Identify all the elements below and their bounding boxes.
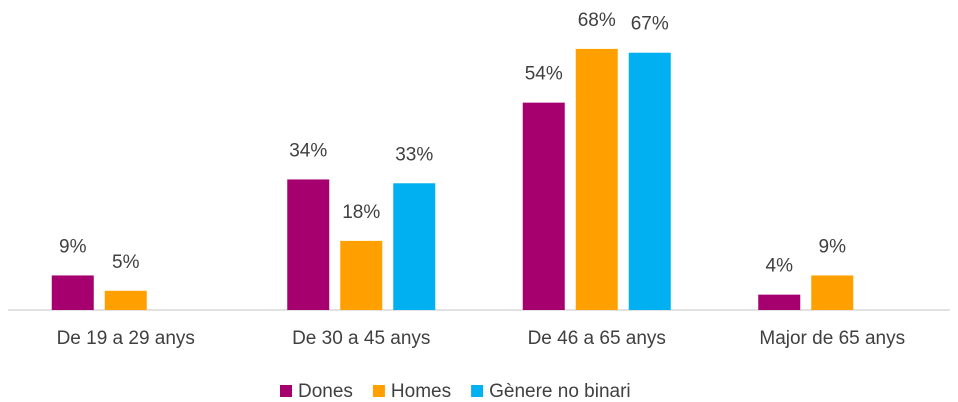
- bar: [51, 275, 94, 310]
- bar: [393, 183, 436, 310]
- legend-label: Dones: [298, 381, 353, 402]
- bar: [811, 275, 854, 310]
- value-label: 5%: [112, 252, 140, 273]
- bar: [575, 48, 618, 310]
- x-tick-label: De 19 a 29 anys: [57, 328, 195, 349]
- value-label: 33%: [395, 144, 433, 165]
- legend-swatch: [471, 385, 484, 397]
- value-label: 4%: [766, 256, 794, 277]
- value-label: 9%: [59, 236, 87, 257]
- bar: [758, 294, 801, 310]
- bar: [104, 290, 147, 310]
- value-label: 34%: [289, 140, 327, 161]
- x-tick-label: De 30 a 45 anys: [292, 328, 430, 349]
- value-label: 67%: [631, 14, 669, 35]
- bar: [628, 52, 671, 310]
- value-label: 9%: [819, 236, 847, 257]
- bar: [340, 240, 383, 310]
- bar: [522, 102, 565, 310]
- legend-label: Gènere no binari: [489, 381, 631, 402]
- value-label: 18%: [342, 202, 380, 223]
- value-label: 68%: [578, 10, 616, 31]
- legend-label: Homes: [391, 381, 451, 402]
- legend-swatch: [372, 385, 385, 397]
- bar: [287, 179, 330, 310]
- legend-swatch: [280, 385, 292, 397]
- value-label: 54%: [525, 64, 563, 85]
- x-tick-label: De 46 a 65 anys: [528, 328, 666, 349]
- x-tick-label: Major de 65 anys: [759, 328, 905, 349]
